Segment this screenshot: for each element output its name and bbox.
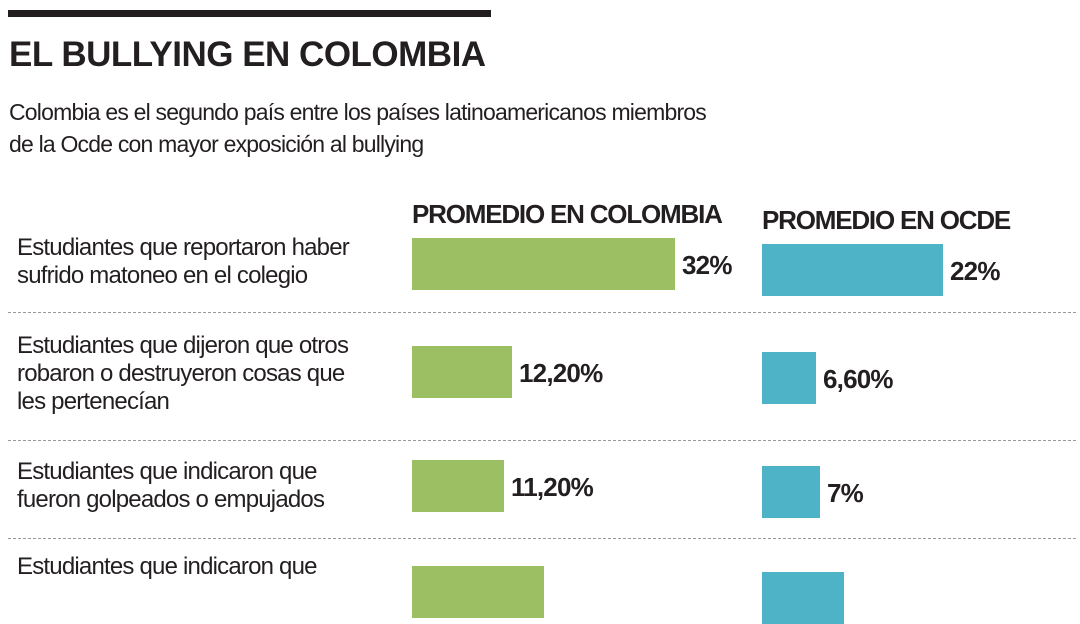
bar-colombia-2 (412, 346, 512, 398)
value-label-ocde-3: 7% (827, 478, 864, 508)
value-label-ocde-1: 22% (950, 256, 1000, 286)
bar-colombia-4 (412, 566, 544, 618)
chart-title: EL BULLYING EN COLOMBIA (9, 35, 486, 74)
value-label-ocde-2: 6,60% (823, 364, 894, 394)
row-divider-1 (8, 312, 1076, 313)
bar-ocde-2 (762, 352, 816, 404)
series-header-colombia: PROMEDIO EN COLOMBIA (412, 199, 723, 229)
bar-ocde-1 (762, 244, 943, 296)
bar-ocde-4 (762, 572, 844, 624)
row-divider-3 (8, 538, 1076, 539)
category-label-3: Estudiantes que indicaron que fueron gol… (17, 458, 325, 513)
chart-subtitle: Colombia es el segundo país entre los pa… (9, 99, 707, 157)
bar-ocde-3 (762, 466, 820, 518)
value-label-colombia-2: 12,20% (519, 358, 603, 388)
value-label-colombia-3: 11,20% (511, 472, 594, 502)
row-divider-2 (8, 440, 1076, 441)
category-label-1: Estudiantes que reportaron haber sufrido… (17, 234, 350, 289)
value-label-colombia-1: 32% (682, 250, 732, 280)
bar-chart: Estudiantes que reportaron haber sufrido… (8, 234, 1076, 624)
top-rule (8, 10, 491, 17)
category-label-2: Estudiantes que dijeron que otros robaro… (17, 332, 349, 415)
category-label-4: Estudiantes que indicaron que (17, 553, 318, 580)
series-header-ocde: PROMEDIO EN OCDE (762, 205, 1011, 235)
bar-colombia-1 (412, 238, 675, 290)
bar-colombia-3 (412, 460, 504, 512)
